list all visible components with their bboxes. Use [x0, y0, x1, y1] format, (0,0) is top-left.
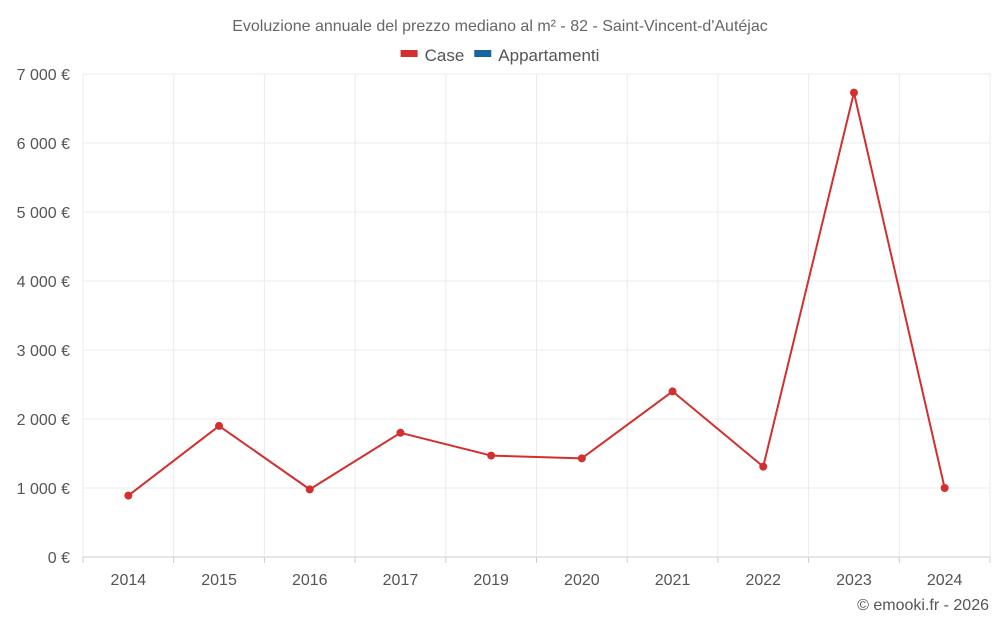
y-tick-label: 3 000 €	[17, 343, 70, 360]
chart-title: Evoluzione annuale del prezzo mediano al…	[232, 18, 768, 35]
data-point[interactable]	[215, 421, 224, 430]
data-point[interactable]	[124, 491, 133, 500]
x-tick-label: 2021	[655, 572, 691, 589]
y-tick-label: 1 000 €	[17, 481, 70, 498]
y-tick-label: 4 000 €	[17, 274, 70, 291]
grid	[82, 73, 991, 558]
y-tick-label: 6 000 €	[17, 136, 70, 153]
data-point[interactable]	[577, 454, 586, 463]
data-point[interactable]	[305, 485, 314, 494]
data-point[interactable]	[487, 451, 496, 460]
x-tick-label: 2024	[927, 572, 963, 589]
x-tick-label: 2020	[564, 572, 600, 589]
y-tick-label: 7 000 €	[17, 67, 70, 84]
series-line-case	[127, 91, 946, 497]
y-tick-label: 2 000 €	[17, 412, 70, 429]
x-tick-label: 2014	[111, 572, 147, 589]
legend-label: Case	[425, 46, 465, 65]
data-point[interactable]	[759, 462, 768, 471]
y-tick-label: 0 €	[48, 550, 70, 567]
legend-swatch	[474, 50, 492, 57]
data-point[interactable]	[940, 484, 949, 492]
series-layer	[124, 88, 949, 500]
x-tick-label: 2019	[473, 572, 509, 589]
x-tick-label: 2023	[836, 572, 872, 589]
legend-item-appartamenti[interactable]: Appartamenti	[474, 46, 599, 65]
legend-swatch	[400, 50, 418, 57]
x-tick-label: 2016	[292, 572, 328, 589]
legend-label: Appartamenti	[498, 46, 599, 65]
data-point[interactable]	[668, 387, 677, 396]
x-tick-label: 2015	[201, 572, 237, 589]
y-tick-label: 5 000 €	[17, 205, 70, 222]
legend-item-case[interactable]: Case	[400, 46, 465, 65]
x-axis: 2014 2015 2016 2017 2019 2020 2021 2022 2023 2024	[82, 557, 991, 589]
legend: Case Appartamenti	[400, 46, 599, 65]
x-tick-label: 2022	[745, 572, 781, 589]
y-axis: 0 € 1 000 € 2 000 € 3 000 € 4 000 € 5 000 € 6 …	[17, 67, 70, 567]
x-tick-label: 2017	[383, 572, 419, 589]
data-point[interactable]	[396, 428, 405, 437]
data-point[interactable]	[849, 88, 858, 97]
credit-text: © emooki.fr - 2026	[857, 597, 989, 614]
